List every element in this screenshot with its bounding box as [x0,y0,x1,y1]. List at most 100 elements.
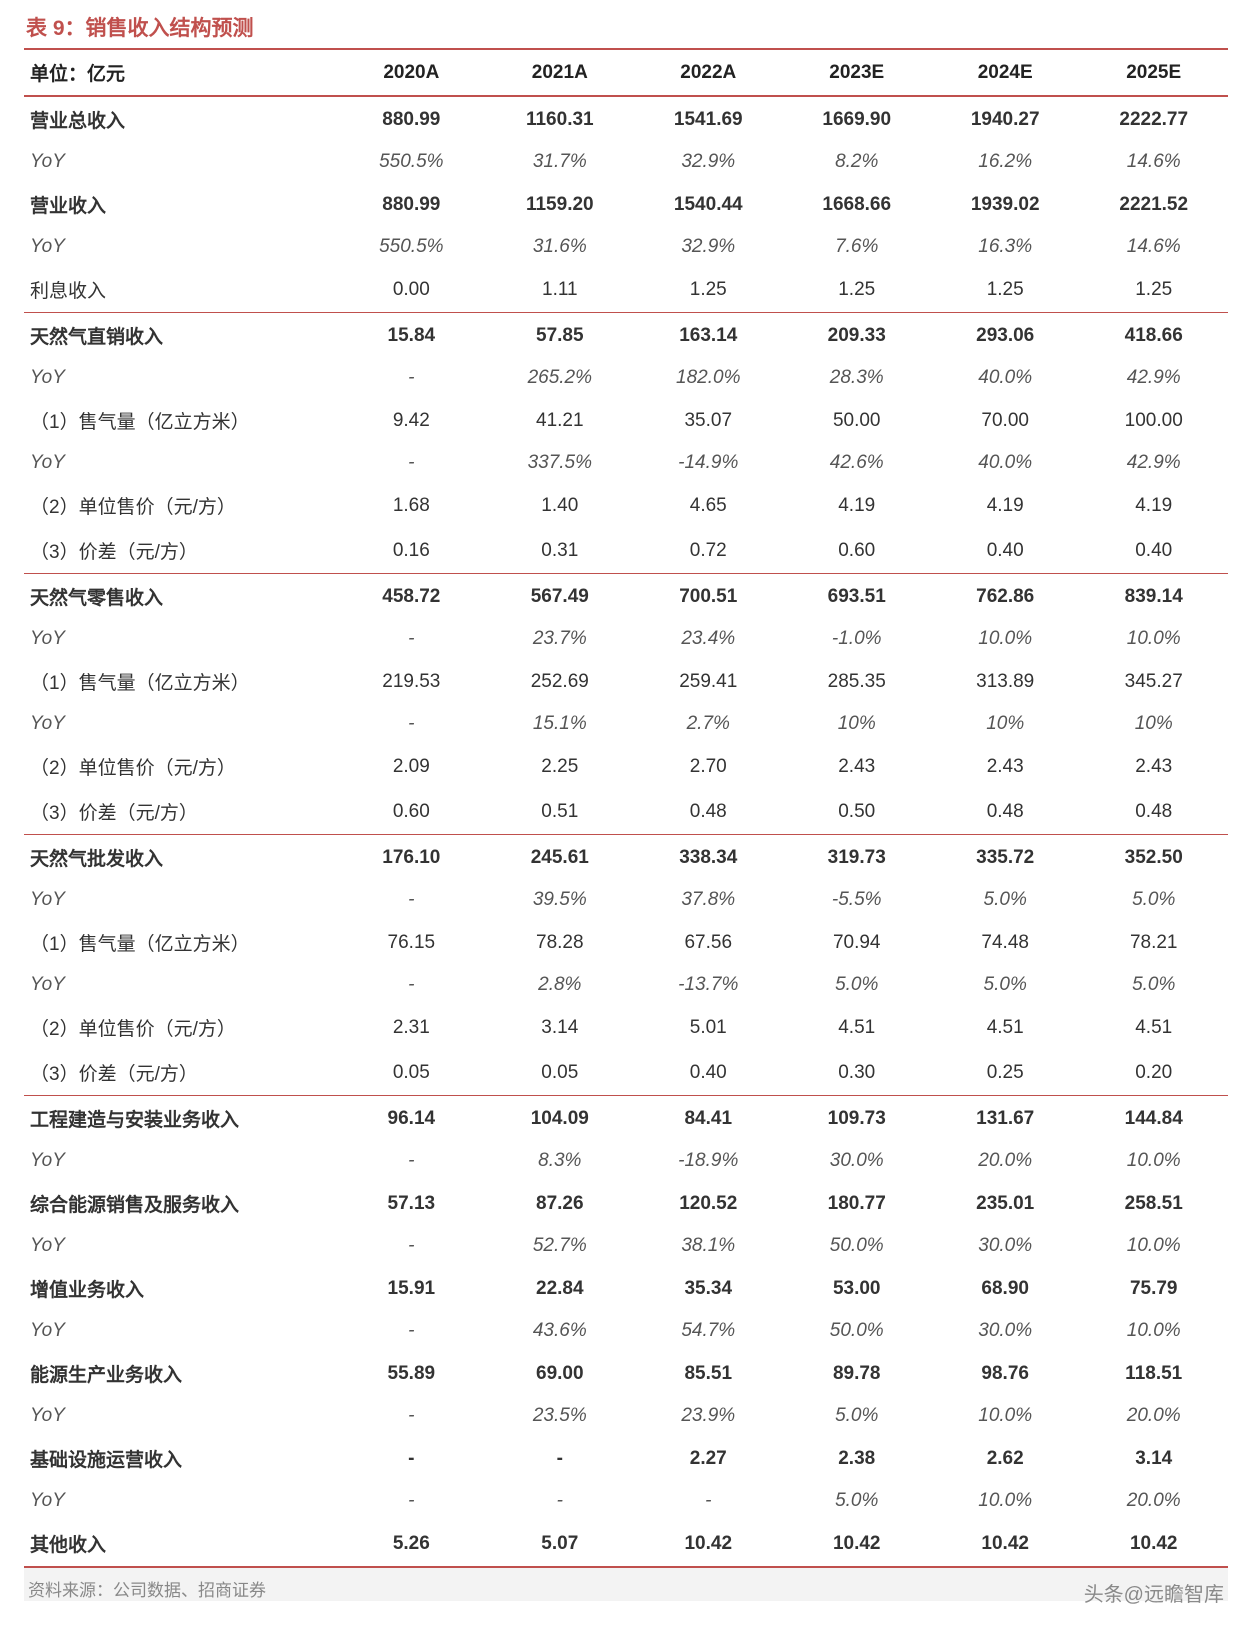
cell-value: 5.0% [783,965,931,1005]
cell-value: 0.48 [931,789,1079,835]
row-label: 工程建造与安装业务收入 [24,1096,337,1142]
table-row: YoY-265.2%182.0%28.3%40.0%42.9% [24,358,1228,398]
cell-value: 1939.02 [931,182,1079,227]
cell-value: 2.43 [931,744,1079,789]
cell-value: 10.0% [1079,1226,1228,1266]
cell-value: 4.51 [1079,1005,1228,1050]
table-row: YoY-8.3%-18.9%30.0%20.0%10.0% [24,1141,1228,1181]
cell-value: 70.00 [931,398,1079,443]
cell-value: 338.34 [634,835,782,881]
cell-value: 10.42 [1079,1521,1228,1567]
cell-value: 0.60 [337,789,485,835]
row-label: 天然气直销收入 [24,313,337,359]
cell-value: 16.2% [931,142,1079,182]
cell-value: 1.25 [783,267,931,313]
table-row: （3）价差（元/方）0.160.310.720.600.400.40 [24,528,1228,574]
table-row: 基础设施运营收入--2.272.382.623.14 [24,1436,1228,1481]
cell-value: -14.9% [634,443,782,483]
row-label: 天然气批发收入 [24,835,337,881]
row-label: YoY [24,965,337,1005]
cell-value: 10.0% [1079,1311,1228,1351]
header-unit: 单位：亿元 [24,49,337,96]
cell-value: 880.99 [337,182,485,227]
cell-value: 70.94 [783,920,931,965]
row-label: （2）单位售价（元/方） [24,744,337,789]
row-label: YoY [24,1226,337,1266]
cell-value: 40.0% [931,358,1079,398]
cell-value: 32.9% [634,142,782,182]
cell-value: 42.6% [783,443,931,483]
row-label: 基础设施运营收入 [24,1436,337,1481]
cell-value: - [486,1436,634,1481]
cell-value: 22.84 [486,1266,634,1311]
cell-value: 96.14 [337,1096,485,1142]
cell-value: 85.51 [634,1351,782,1396]
cell-value: 235.01 [931,1181,1079,1226]
cell-value: 10.0% [931,1396,1079,1436]
cell-value: 0.40 [931,528,1079,574]
cell-value: 98.76 [931,1351,1079,1396]
cell-value: 57.85 [486,313,634,359]
row-label: YoY [24,142,337,182]
cell-value: 42.9% [1079,358,1228,398]
cell-value: 23.4% [634,619,782,659]
cell-value: 15.1% [486,704,634,744]
row-label: YoY [24,1481,337,1521]
table-row: YoY-39.5%37.8%-5.5%5.0%5.0% [24,880,1228,920]
cell-value: 35.34 [634,1266,782,1311]
cell-value: 30.0% [783,1141,931,1181]
cell-value: 1.25 [1079,267,1228,313]
source-footer: 资料来源：公司数据、招商证券 [24,1568,1228,1601]
cell-value: 1669.90 [783,96,931,142]
table-row: YoY---5.0%10.0%20.0% [24,1481,1228,1521]
cell-value: 1.25 [634,267,782,313]
cell-value: 3.14 [1079,1436,1228,1481]
header-2020a: 2020A [337,49,485,96]
cell-value: 67.56 [634,920,782,965]
row-label: 能源生产业务收入 [24,1351,337,1396]
cell-value: 78.21 [1079,920,1228,965]
cell-value: 2.38 [783,1436,931,1481]
cell-value: 285.35 [783,659,931,704]
cell-value: 89.78 [783,1351,931,1396]
cell-value: 0.20 [1079,1050,1228,1096]
cell-value: 337.5% [486,443,634,483]
cell-value: 0.50 [783,789,931,835]
cell-value: 100.00 [1079,398,1228,443]
row-label: （3）价差（元/方） [24,789,337,835]
cell-value: 1540.44 [634,182,782,227]
cell-value: 42.9% [1079,443,1228,483]
cell-value: 258.51 [1079,1181,1228,1226]
cell-value: 40.0% [931,443,1079,483]
row-label: YoY [24,704,337,744]
cell-value: - [337,358,485,398]
cell-value: 335.72 [931,835,1079,881]
cell-value: 2221.52 [1079,182,1228,227]
cell-value: 75.79 [1079,1266,1228,1311]
revenue-forecast-table: 单位：亿元 2020A 2021A 2022A 2023E 2024E 2025… [24,48,1228,1568]
cell-value: 458.72 [337,574,485,620]
cell-value: 50.0% [783,1311,931,1351]
cell-value: 219.53 [337,659,485,704]
cell-value: - [337,965,485,1005]
row-label: （2）单位售价（元/方） [24,1005,337,1050]
cell-value: 16.3% [931,227,1079,267]
table-row: YoY-23.5%23.9%5.0%10.0%20.0% [24,1396,1228,1436]
cell-value: 1159.20 [486,182,634,227]
cell-value: 131.67 [931,1096,1079,1142]
row-label: （3）价差（元/方） [24,1050,337,1096]
cell-value: 37.8% [634,880,782,920]
cell-value: 10.0% [1079,619,1228,659]
cell-value: - [634,1481,782,1521]
cell-value: 2.70 [634,744,782,789]
cell-value: 5.0% [931,965,1079,1005]
cell-value: 5.01 [634,1005,782,1050]
cell-value: 8.3% [486,1141,634,1181]
cell-value: 352.50 [1079,835,1228,881]
row-label: 利息收入 [24,267,337,313]
cell-value: 50.0% [783,1226,931,1266]
cell-value: 78.28 [486,920,634,965]
cell-value: 23.5% [486,1396,634,1436]
table-row: YoY-52.7%38.1%50.0%30.0%10.0% [24,1226,1228,1266]
cell-value: -18.9% [634,1141,782,1181]
